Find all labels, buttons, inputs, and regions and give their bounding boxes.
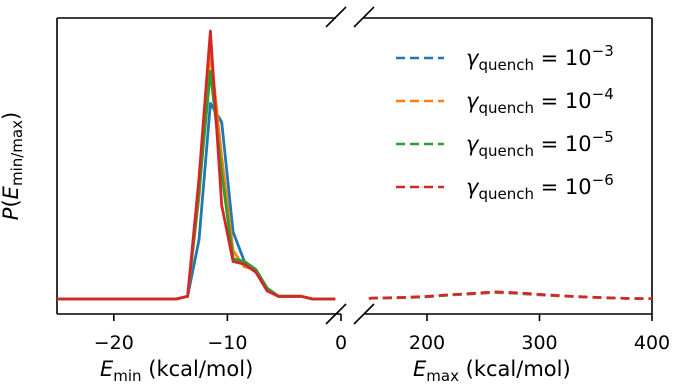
right-panel-series: [368, 290, 653, 301]
left-series-line-4: [57, 29, 336, 301]
x-label-right-subscript: max: [426, 367, 459, 385]
break-mark-top-right: [353, 6, 375, 28]
x-tick-label: 200: [409, 332, 445, 354]
x-tick-label: −10: [207, 332, 247, 354]
legend-label-1: γquench = 10−3: [466, 42, 614, 74]
x-tick-label: 300: [521, 332, 557, 354]
legend-label-3: γquench = 10−5: [466, 128, 614, 160]
axes-frame: [56, 17, 653, 315]
axis-break-marks: [325, 6, 375, 325]
legend: γquench = 10−3 γquench = 10−4 γquench = 10…: [396, 42, 614, 203]
left-series-line-3: [57, 69, 336, 301]
x-label-right-unit: (kcal/mol): [459, 357, 571, 381]
x-axis-label-right: Emax (kcal/mol): [413, 357, 571, 385]
break-mark-top-left: [325, 6, 347, 28]
left-series-line-2: [57, 48, 336, 301]
x-label-left-unit: (kcal/mol): [142, 357, 254, 381]
right-series-line-4: [368, 290, 653, 301]
x-label-left-symbol: E: [100, 357, 114, 381]
x-ticks: −20 −10 0 200 300 400: [94, 314, 670, 354]
break-mark-bottom-right: [353, 303, 375, 325]
x-tick-label: 0: [335, 332, 347, 354]
left-panel-series: [57, 29, 336, 301]
x-axis-label-left: Emin (kcal/mol): [100, 357, 253, 385]
x-tick-label: 400: [634, 332, 670, 354]
break-mark-bottom-left: [325, 303, 347, 325]
legend-label-4: γquench = 10−6: [466, 171, 614, 203]
y-axis-label: P(Emin/max): [0, 112, 26, 220]
x-tick-label: −20: [94, 332, 134, 354]
x-label-left-subscript: min: [113, 367, 141, 385]
x-label-right-symbol: E: [413, 357, 427, 381]
legend-label-2: γquench = 10−4: [466, 85, 614, 117]
